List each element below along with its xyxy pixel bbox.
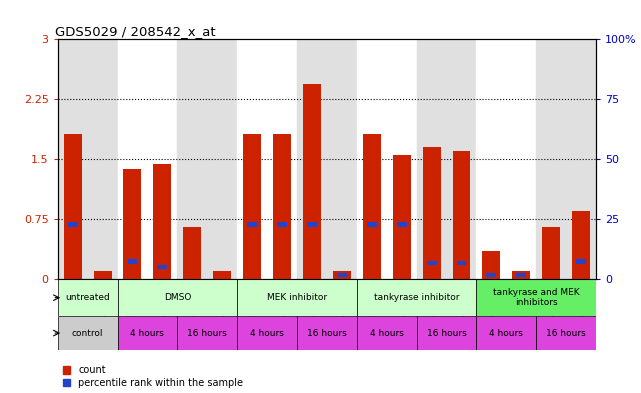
Bar [333,271,351,279]
Bar [327,39,357,279]
Bar [68,222,78,227]
Bar [357,279,476,316]
Text: DMSO: DMSO [163,293,191,302]
Text: 16 hours: 16 hours [187,329,227,338]
Bar [63,134,81,279]
Bar [397,222,406,227]
Bar [94,271,112,279]
Bar [277,222,287,227]
Bar [566,39,596,279]
Bar [243,134,261,279]
Bar [303,84,321,279]
Bar [487,273,496,277]
Bar [422,147,440,279]
Bar [237,316,297,350]
Bar [158,264,167,270]
Bar [247,222,257,227]
Bar [267,39,297,279]
Bar [117,316,178,350]
Bar [147,39,178,279]
Bar [453,151,470,279]
Text: 4 hours: 4 hours [131,329,164,338]
Bar [367,222,377,227]
Bar [506,39,537,279]
Bar [88,39,117,279]
Text: 16 hours: 16 hours [427,329,467,338]
Text: control: control [72,329,103,338]
Bar [572,211,590,279]
Text: tankyrase inhibitor: tankyrase inhibitor [374,293,460,302]
Text: tankyrase and MEK
inhibitors: tankyrase and MEK inhibitors [493,288,579,307]
Bar [537,316,596,350]
Bar [117,39,147,279]
Legend: count, percentile rank within the sample: count, percentile rank within the sample [63,365,243,388]
Bar [542,227,560,279]
Text: 4 hours: 4 hours [250,329,284,338]
Bar [128,259,137,264]
Bar [337,273,347,277]
Text: 4 hours: 4 hours [370,329,404,338]
Bar [207,39,237,279]
Bar [576,259,586,264]
Text: 16 hours: 16 hours [546,329,586,338]
Bar [476,39,506,279]
Text: GDS5029 / 208542_x_at: GDS5029 / 208542_x_at [55,25,215,38]
Bar [427,261,437,265]
Bar [124,169,142,279]
Bar [237,39,267,279]
Bar [58,279,117,316]
Bar [357,39,387,279]
Bar [537,39,566,279]
Bar [387,39,417,279]
Bar [213,271,231,279]
Bar [517,273,526,277]
Bar [417,39,447,279]
Bar [393,155,411,279]
Text: MEK inhibitor: MEK inhibitor [267,293,327,302]
Bar [363,134,381,279]
Bar [117,279,237,316]
Bar [447,39,476,279]
Bar [178,316,237,350]
Bar [357,316,417,350]
Bar [153,164,171,279]
Bar [417,316,476,350]
Bar [512,271,530,279]
Bar [58,39,88,279]
Bar [476,316,537,350]
Bar [476,279,596,316]
Text: untreated: untreated [65,293,110,302]
Bar [183,227,201,279]
Bar [456,261,467,265]
Bar [307,222,317,227]
Bar [178,39,207,279]
Bar [297,39,327,279]
Bar [58,316,117,350]
Text: 16 hours: 16 hours [307,329,347,338]
Text: 4 hours: 4 hours [490,329,523,338]
Bar [483,251,501,279]
Bar [297,316,357,350]
Bar [237,279,357,316]
Bar [273,134,291,279]
